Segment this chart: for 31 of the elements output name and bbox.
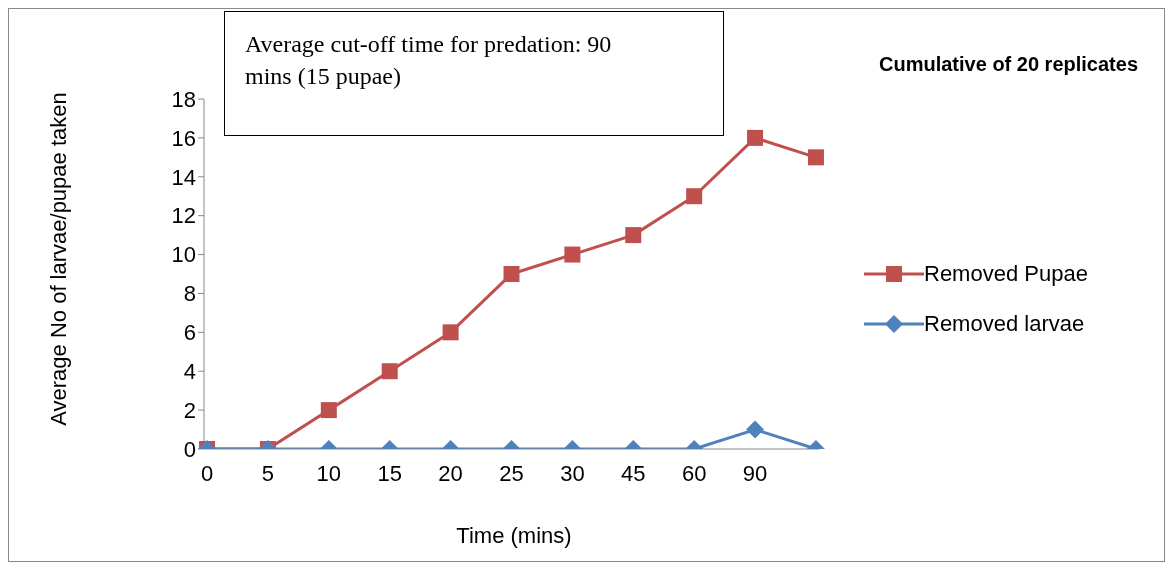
text: Cumulative of 20 replicates — [879, 53, 1138, 76]
y-tick-label: 14 — [171, 164, 196, 190]
x-tick-label: 90 — [742, 460, 768, 486]
y-tick-label: 16 — [171, 125, 196, 151]
x-axis-title: Time (mins) — [455, 523, 573, 549]
y-tick-label: 0 — [183, 436, 196, 462]
y-tick-label: 2 — [183, 397, 196, 423]
point — [503, 266, 520, 282]
x-tick-label: 30 — [560, 460, 585, 486]
y-tick-label: 6 — [183, 320, 196, 346]
y-tick-label: 12 — [171, 203, 196, 229]
point — [807, 149, 824, 166]
x-tick-label: 5 — [261, 460, 275, 486]
x-tick-label: 15 — [377, 460, 402, 486]
legend-label: Removed Pupae — [924, 261, 1088, 287]
point — [686, 188, 703, 205]
x-tick-label: 20 — [438, 460, 463, 486]
y-tick-label: 8 — [183, 281, 196, 307]
x-tick-label: 45 — [621, 460, 646, 486]
y-tick-label: 10 — [171, 242, 196, 268]
text-box: Average cut-off time for predation: 90 mins (15 pupae) — [224, 11, 724, 136]
point — [625, 227, 642, 244]
y-axis-title: Average No of larvae/pupae taken — [45, 91, 72, 428]
x-tick-label: 10 — [316, 460, 342, 486]
point — [564, 246, 581, 263]
y-tick-label: 4 — [183, 359, 196, 385]
y-tick-label: 18 — [171, 86, 196, 112]
x-tick-label: 25 — [499, 460, 524, 486]
x-tick-label: 60 — [681, 460, 707, 486]
legend-label: Removed larvae — [924, 311, 1085, 337]
x-tick-label: 0 — [200, 460, 214, 486]
